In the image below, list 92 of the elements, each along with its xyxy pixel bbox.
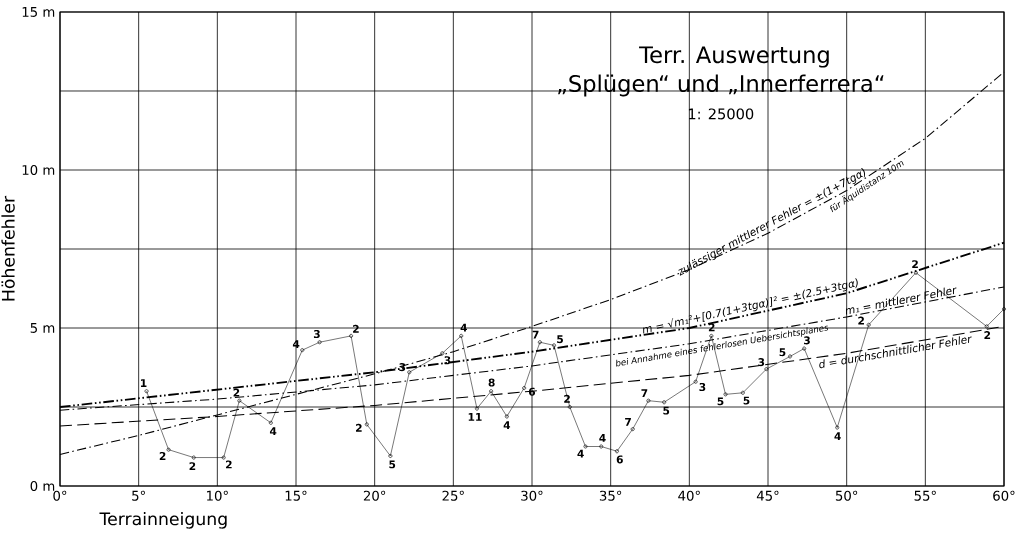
x-tick-label: 20° <box>363 490 386 501</box>
point <box>693 379 698 384</box>
point <box>662 400 667 405</box>
y-tick-label: 15 m <box>22 7 55 17</box>
point <box>835 425 840 430</box>
annotation: 7 <box>532 330 539 339</box>
annotation: 1 <box>141 379 147 387</box>
annotation: 11 <box>468 413 482 421</box>
x-tick-label: 55° <box>914 490 936 501</box>
point <box>475 406 479 411</box>
annotation: 2 <box>233 388 240 397</box>
point <box>300 348 305 353</box>
point <box>802 346 807 351</box>
point <box>349 333 353 338</box>
point <box>723 392 728 397</box>
x-tick-label: 10° <box>207 490 228 501</box>
annotation: 2 <box>159 451 166 460</box>
annotation: 7 <box>625 417 631 426</box>
annotation: 2 <box>356 423 362 432</box>
point <box>537 340 542 345</box>
point <box>504 414 509 419</box>
annotation: 5 <box>389 460 396 469</box>
x-tick-label: 5° <box>132 490 145 501</box>
x-tick-label: 30° <box>521 490 543 501</box>
point <box>364 422 369 427</box>
annotation: 2 <box>225 460 232 469</box>
point <box>268 420 273 425</box>
point <box>317 340 322 345</box>
annotation: 4 <box>269 427 277 435</box>
annotation: 4 <box>577 449 584 458</box>
point <box>440 351 445 356</box>
point <box>567 405 572 409</box>
x-tick-label: 35° <box>599 490 622 501</box>
annotation: 5 <box>743 396 750 405</box>
point <box>522 386 527 390</box>
point <box>388 454 393 458</box>
y-tick-label: 10 m <box>22 164 55 176</box>
annotation: 2 <box>984 331 991 339</box>
y-tick-label: 5 m <box>30 323 55 333</box>
point <box>552 343 556 348</box>
annotation: 4 <box>460 323 468 332</box>
annotation: 3 <box>699 383 706 392</box>
point <box>866 322 871 327</box>
annotation: 3 <box>313 329 320 339</box>
x-tick-label: 60° <box>993 490 1015 501</box>
x-tick-label: 40° <box>678 490 700 501</box>
y-axis-title: Höhenfehler <box>1 195 15 301</box>
point <box>459 333 464 338</box>
annotation: 4 <box>834 432 841 441</box>
annotation: 4 <box>503 421 511 429</box>
point <box>615 449 619 454</box>
point <box>191 455 196 460</box>
point <box>984 324 989 329</box>
x-axis-title: Terrainneigung <box>99 511 227 529</box>
x-tick-label: 15° <box>285 490 307 501</box>
point <box>166 447 171 452</box>
annotation: 8 <box>488 378 495 387</box>
point <box>709 333 714 338</box>
point <box>788 354 792 359</box>
point <box>599 444 604 449</box>
point <box>630 427 635 432</box>
annotation: 6 <box>616 455 623 464</box>
annotation: 2 <box>912 260 918 269</box>
annotation: 6 <box>528 387 536 396</box>
annotation: 4 <box>292 340 300 348</box>
point <box>646 398 651 403</box>
point <box>237 398 242 403</box>
annotation: 5 <box>779 348 786 357</box>
annotation: 3 <box>758 358 765 367</box>
point <box>489 389 494 394</box>
x-tick-label: 45° <box>756 490 779 501</box>
point <box>740 390 745 395</box>
annotation: 3 <box>444 356 451 365</box>
point <box>764 367 769 371</box>
annotation: 5 <box>717 397 724 406</box>
point <box>583 444 588 449</box>
annotation: 4 <box>599 434 606 442</box>
y-tick-label: 0 m <box>30 480 55 492</box>
point <box>407 370 412 375</box>
point <box>221 455 226 460</box>
x-tick-label: 0° <box>53 490 67 501</box>
annotation: 5 <box>663 406 670 415</box>
annotation: 7 <box>641 389 648 397</box>
x-tick-label: 25° <box>442 490 464 501</box>
annotation: 2 <box>189 462 196 471</box>
annotation: 5 <box>557 335 563 344</box>
annotation: 2 <box>353 324 359 333</box>
annotation: 2 <box>564 394 570 403</box>
point <box>913 270 918 275</box>
text: Terr. Auswertung <box>639 46 829 68</box>
x-tick-label: 50° <box>835 490 858 501</box>
annotation: 2 <box>858 316 864 325</box>
